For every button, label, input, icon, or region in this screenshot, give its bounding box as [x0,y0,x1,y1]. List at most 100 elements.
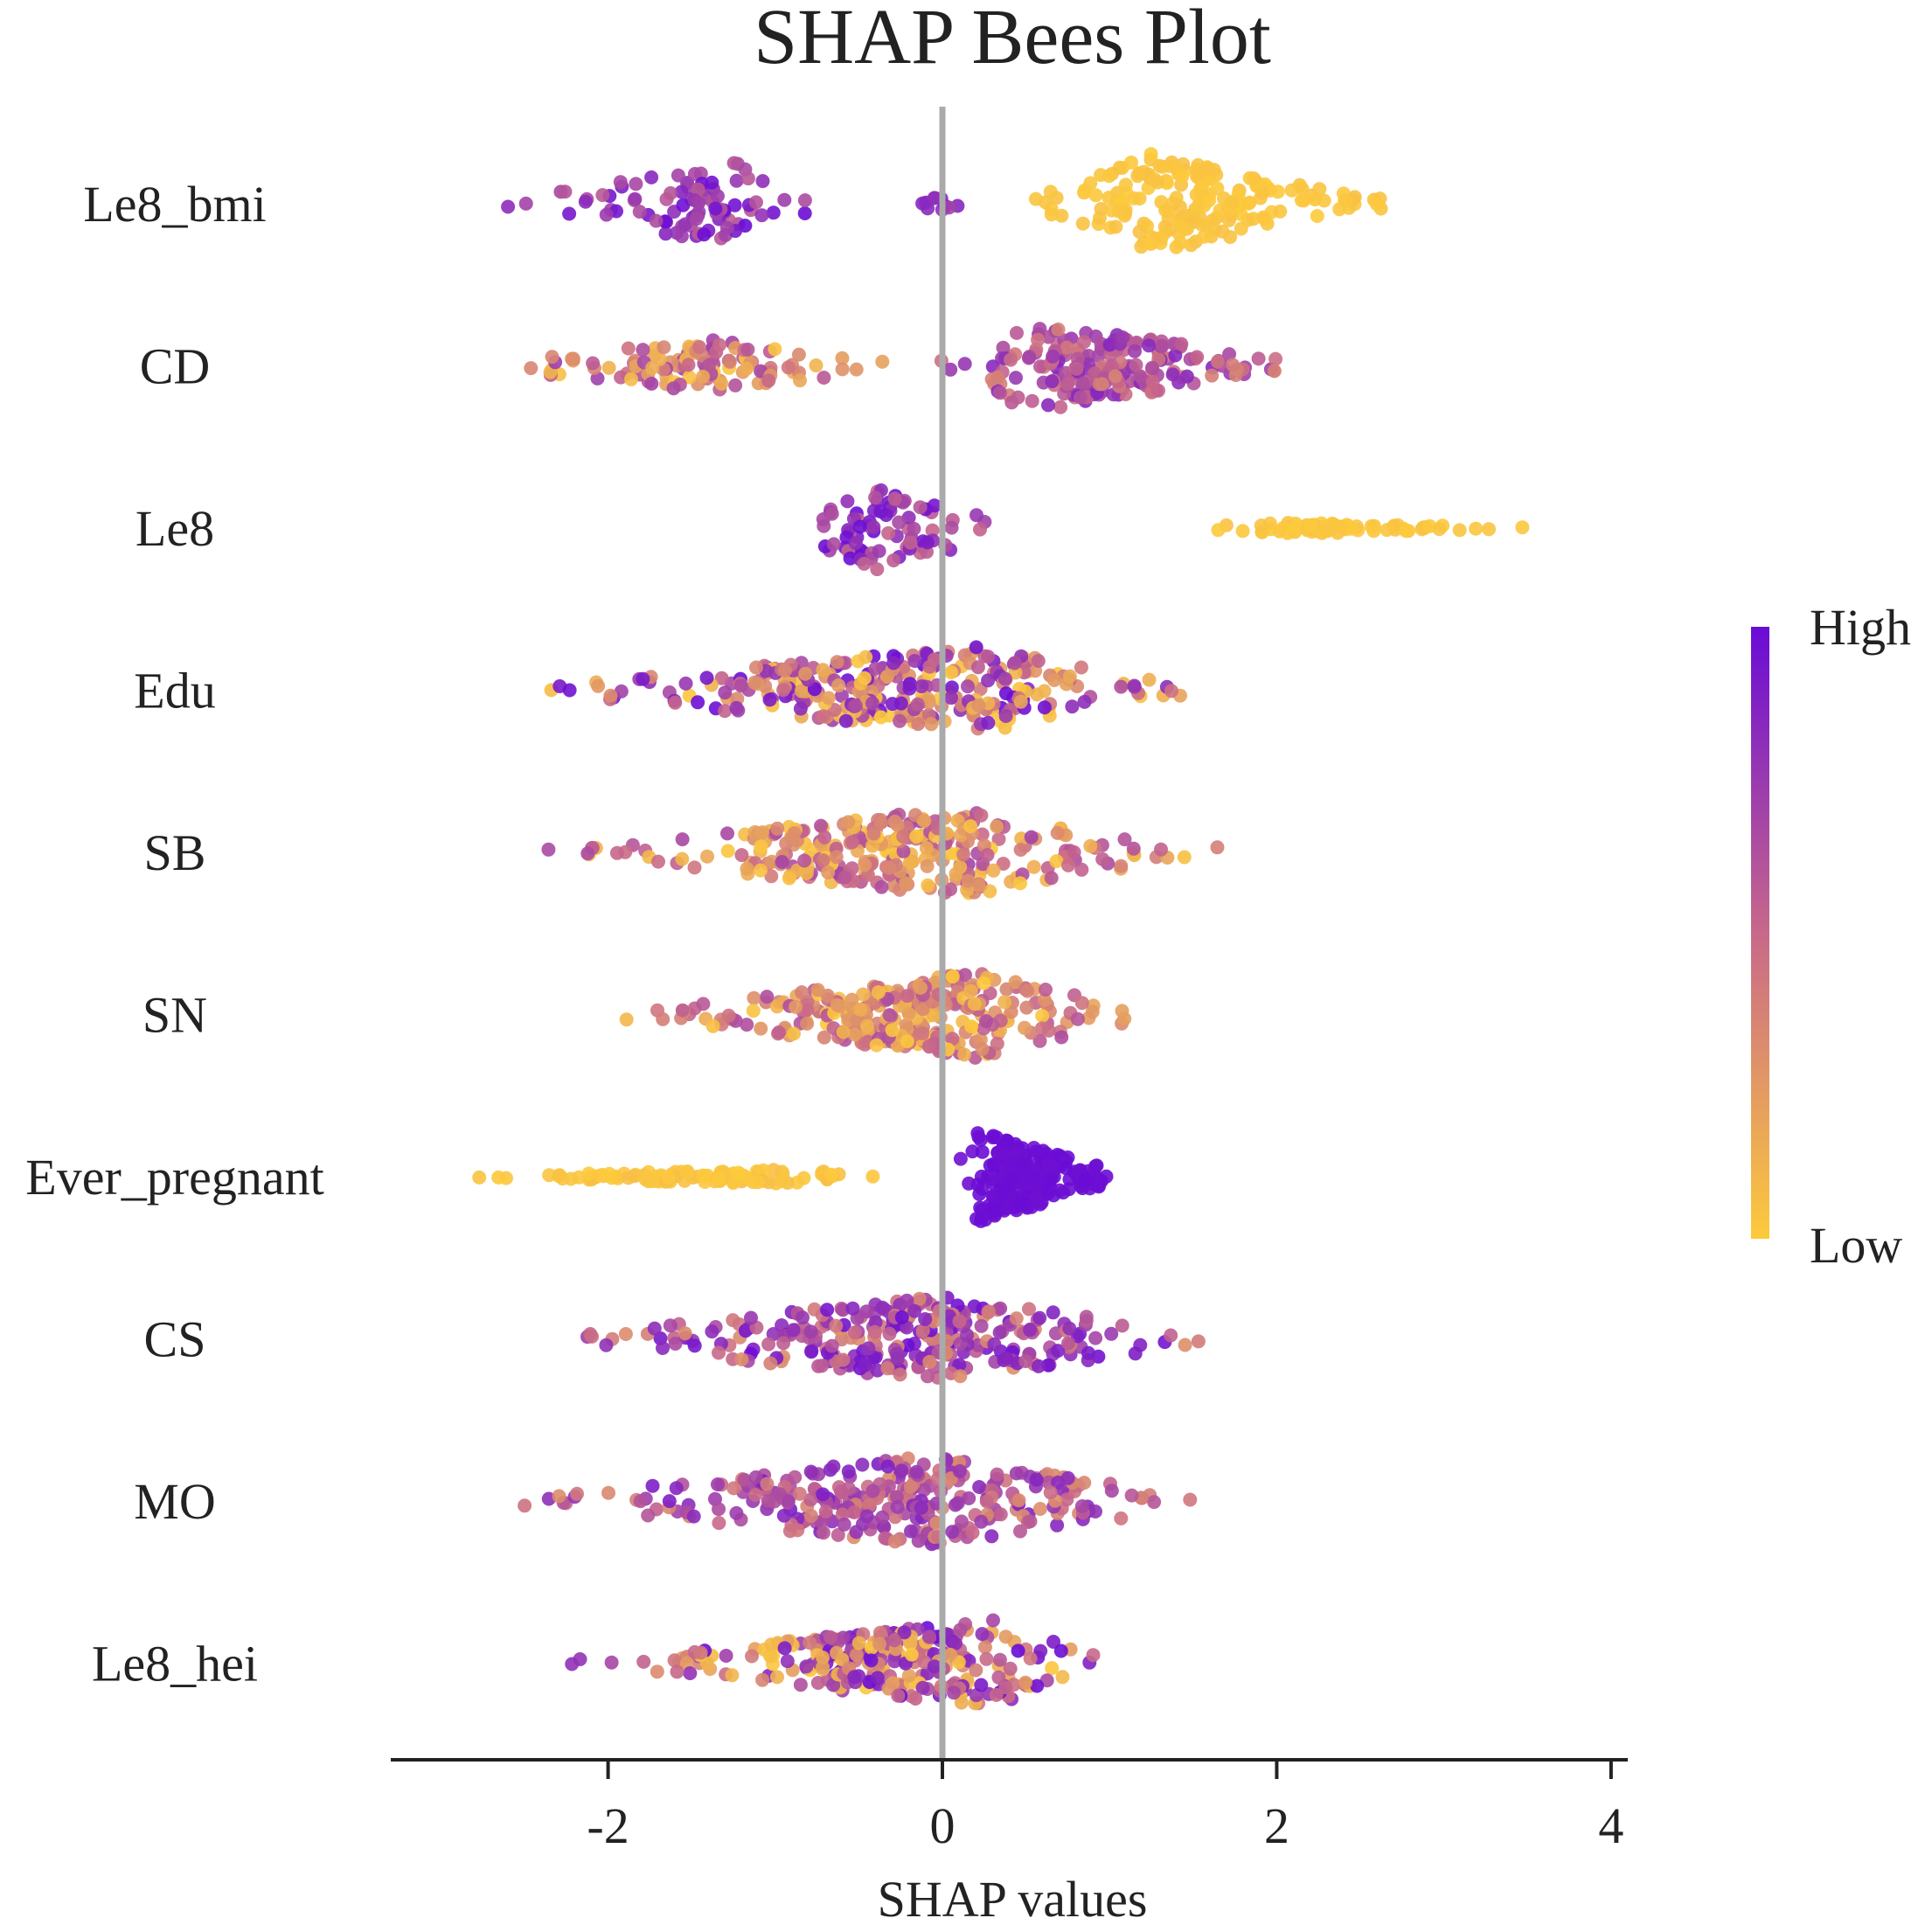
data-point [1004,352,1018,367]
data-point [1164,684,1178,698]
data-point [981,650,996,664]
data-point [764,1637,779,1652]
data-point [920,858,935,873]
data-point [899,876,914,891]
data-point [731,1165,746,1180]
data-point [691,195,706,210]
data-point [826,1459,841,1474]
data-point [953,1151,968,1166]
data-point [851,1636,866,1650]
data-point [897,1625,912,1640]
data-point [836,1352,851,1367]
data-point [981,673,996,688]
data-point [670,1664,685,1679]
data-point [886,553,901,567]
data-point [945,969,960,983]
data-point [719,220,734,235]
data-point [915,1680,930,1695]
data-point [1085,1004,1100,1019]
data-point [1155,338,1170,353]
data-point [541,842,556,857]
data-point [766,205,781,220]
data-point [927,1659,942,1674]
data-point [859,1509,874,1524]
data-point [800,1003,815,1017]
data-point [991,831,1006,846]
data-point [1039,983,1053,997]
data-point [1102,337,1117,352]
data-point [1018,1020,1032,1035]
data-point [1171,375,1186,390]
data-point [775,855,789,869]
data-point [1145,360,1159,375]
data-point [734,1352,749,1366]
data-point [1026,859,1041,874]
data-point [799,865,814,880]
data-point [1117,832,1132,847]
data-point [887,814,902,829]
data-point [656,1011,671,1026]
data-point [991,1670,1006,1685]
data-point [1086,1648,1101,1663]
data-point [1017,1197,1032,1211]
data-point [855,1457,870,1472]
data-point [911,717,926,732]
data-point [974,808,989,823]
data-point [840,494,855,509]
data-point [781,360,796,375]
data-point [1320,524,1335,539]
data-point [852,519,867,534]
data-point [980,848,995,862]
data-point [1115,1318,1129,1333]
data-point [633,1494,648,1509]
data-point [708,201,723,216]
data-point [949,1636,963,1650]
data-point [1021,351,1036,365]
data-point [1222,347,1237,362]
data-point [1013,694,1028,709]
data-point [890,1352,905,1366]
data-point [542,1168,557,1183]
data-point [680,1165,695,1180]
data-point [856,987,871,1002]
data-point [691,695,705,710]
data-point [1008,975,1023,990]
data-point [1060,1492,1074,1507]
data-point [847,1027,862,1042]
data-point [552,1168,567,1183]
data-point [915,196,930,211]
data-point [501,199,516,214]
data-point [1344,521,1359,536]
data-point [1069,361,1084,376]
data-point [636,671,650,686]
data-point [1152,158,1167,173]
data-point [866,519,881,534]
data-point [1033,1644,1048,1658]
data-point [678,217,692,232]
data-point [1254,518,1268,533]
data-point [1128,344,1142,358]
data-point [920,535,935,550]
data-point [848,536,863,551]
feature-label-le8-bmi: Le8_bmi [83,176,266,233]
data-point [1145,374,1160,389]
data-point [614,370,629,385]
data-point [873,710,888,725]
data-point [998,1680,1013,1695]
data-point [1049,854,1064,869]
data-point [969,1212,983,1227]
data-point [1289,521,1303,536]
data-point [1118,177,1133,192]
data-point [1032,1310,1047,1325]
data-point [629,177,643,191]
data-point [841,1464,856,1479]
data-point [1030,1678,1045,1693]
data-point [865,696,879,711]
data-point [1295,181,1310,196]
data-point [1074,862,1089,877]
data-point [797,206,812,220]
data-point [1051,322,1066,337]
data-point [1013,1524,1027,1539]
data-point [472,1170,487,1185]
data-point [945,1032,960,1046]
